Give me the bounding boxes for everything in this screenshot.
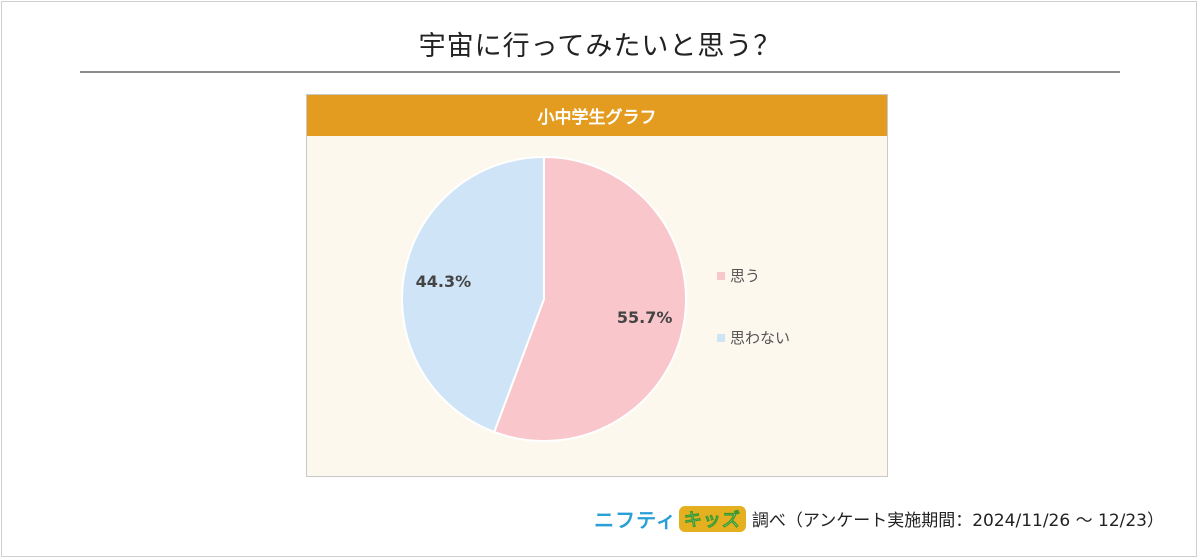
legend-label-2: 思わない (730, 329, 790, 347)
legend-swatch-1 (717, 272, 725, 280)
legend-label-1: 思う (730, 267, 760, 285)
page-title: 宇宙に行ってみたいと思う？ (418, 31, 782, 62)
title-divider (80, 71, 1120, 73)
survey-period-text: 調べ（アンケート実施期間：2024/11/26 ～ 12/23） (751, 511, 1164, 531)
logo-text-kids: キッズ (678, 505, 746, 532)
chart-title: 小中学生グラフ (307, 95, 887, 136)
nifty-kids-logo: ニフティ キッズ (594, 504, 746, 533)
pie-slice-1 (492, 155, 687, 442)
chart-panel: 小中学生グラフ 55.7% 44.3% 思う思わない (306, 94, 888, 477)
footer-credit: ニフティ キッズ 調べ（アンケート実施期間：2024/11/26 ～ 12/23… (594, 504, 1164, 533)
pie-slice-2 (401, 155, 545, 434)
slice-label-2: 44.3% (416, 272, 472, 291)
logo-text-nifty: ニフティ (594, 508, 677, 532)
slice-label-1: 55.7% (617, 308, 673, 327)
legend-swatch-2 (717, 334, 725, 342)
